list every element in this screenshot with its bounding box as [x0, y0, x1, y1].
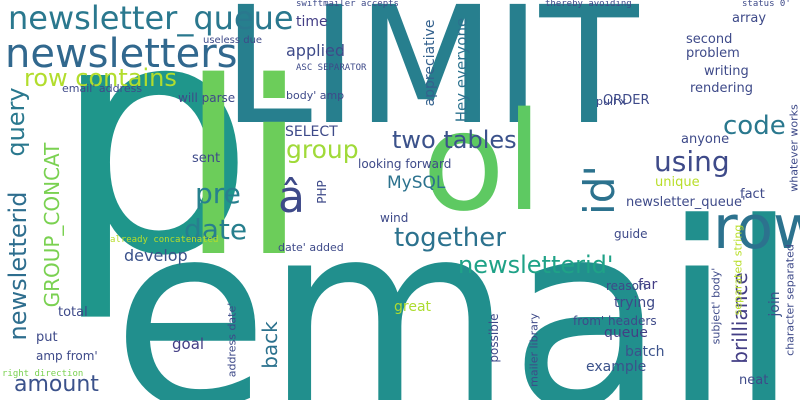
- word-goal: goal: [172, 335, 205, 353]
- word-useless-due: useless due: [203, 35, 263, 46]
- word-neat: neat: [739, 373, 769, 388]
- word-newsletter-queue: newsletter_queue: [8, 0, 294, 37]
- word-query: query: [2, 87, 30, 157]
- word-sent: sent: [192, 151, 221, 166]
- word-will-parse: will parse: [178, 91, 236, 105]
- word-array: array: [732, 11, 767, 26]
- word-ol: ol: [422, 84, 543, 242]
- word-select: SELECT: [285, 124, 338, 140]
- word-thereby-avoiding: thereby avoiding: [545, 0, 632, 9]
- word-character-separated: character separated: [783, 244, 797, 356]
- word-whatever-works: whatever works: [787, 104, 800, 192]
- word-applied: applied: [286, 41, 346, 60]
- word-email: email: [112, 169, 799, 400]
- word-far: far: [638, 277, 658, 293]
- word-queue: queue: [604, 325, 648, 341]
- word-mysql: MySQL: [387, 173, 446, 193]
- word-total: total: [58, 305, 88, 320]
- word-a-circumflex: â: [278, 172, 305, 223]
- word-p: p: [52, 0, 256, 326]
- word-batch: batch: [625, 344, 665, 360]
- word-pull-x: pull x: [596, 95, 627, 108]
- word-wind: wind: [380, 211, 409, 225]
- word-row: row: [713, 193, 800, 263]
- word-newsletterid-vertical: newsletterid: [4, 191, 32, 341]
- word-limit: LIMIT: [222, 0, 639, 161]
- word-mailer-library: mailer library: [527, 313, 541, 387]
- word-fact: fact: [740, 187, 765, 202]
- word-example: example: [586, 359, 647, 375]
- word-great: great: [394, 299, 432, 315]
- word-swiftmailer-accepts: swiftmailer accepts: [296, 0, 399, 9]
- word-appreciative: appreciative: [422, 19, 438, 107]
- word-li: li: [180, 30, 307, 310]
- word-php: PHP: [315, 180, 329, 204]
- word-group-concat: GROUP_CONCAT: [40, 142, 64, 308]
- word-newsletterid-quoted: newsletterid': [458, 251, 614, 279]
- word-id: id': [575, 165, 624, 215]
- word-second: second: [686, 32, 733, 47]
- word-join: join: [767, 291, 783, 317]
- word-date: date: [184, 213, 248, 246]
- word-from-headers: from' headers: [573, 314, 657, 328]
- word-reason: reason: [606, 279, 647, 293]
- word-asc-separator: ASC SEPARATOR: [296, 63, 367, 73]
- word-writing: writing: [704, 64, 749, 79]
- word-address-date: address date': [225, 302, 239, 378]
- word-rendering: rendering: [690, 81, 753, 96]
- word-amount: amount: [14, 372, 99, 397]
- word-separated-string: separated string: [731, 224, 745, 316]
- word-problem: problem: [686, 46, 740, 61]
- word-status-0: status 0': [742, 0, 791, 9]
- word-using: using: [654, 145, 730, 178]
- word-amp-from: amp from': [36, 349, 98, 363]
- word-order: ORDER: [603, 93, 650, 108]
- word-two-tables: two tables: [392, 126, 517, 154]
- word-hey-everyone: Hey everyone: [452, 17, 471, 123]
- word-pre: pre: [195, 177, 241, 210]
- word-time: time: [296, 14, 328, 30]
- word-develop: develop: [124, 246, 188, 265]
- word-unique: unique: [655, 175, 700, 190]
- word-together: together: [394, 223, 506, 253]
- word-guide: guide: [614, 227, 648, 241]
- word-back: back: [258, 321, 282, 369]
- word-trying: trying: [614, 295, 656, 311]
- word-already-concatenated: already concatenated: [110, 235, 219, 245]
- word-group: group: [286, 135, 359, 164]
- word-put: put: [36, 330, 58, 345]
- word-date-added: date' added: [278, 241, 344, 254]
- word-possible: possible: [487, 313, 501, 363]
- word-newsletters: newsletters: [5, 31, 238, 77]
- word-row-contains: row contains: [24, 64, 177, 92]
- word-body-amp: body' amp: [286, 89, 345, 102]
- word-newsletter-queue-quoted: newsletter_queue': [626, 195, 746, 210]
- word-subject-body: subject' body': [709, 267, 723, 345]
- word-code: code: [723, 111, 786, 141]
- word-right-direction: right direction: [2, 369, 84, 379]
- word-email-address: email' address: [62, 82, 143, 95]
- word-looking-forward: looking forward: [358, 157, 452, 171]
- word-anyone: anyone: [681, 132, 730, 147]
